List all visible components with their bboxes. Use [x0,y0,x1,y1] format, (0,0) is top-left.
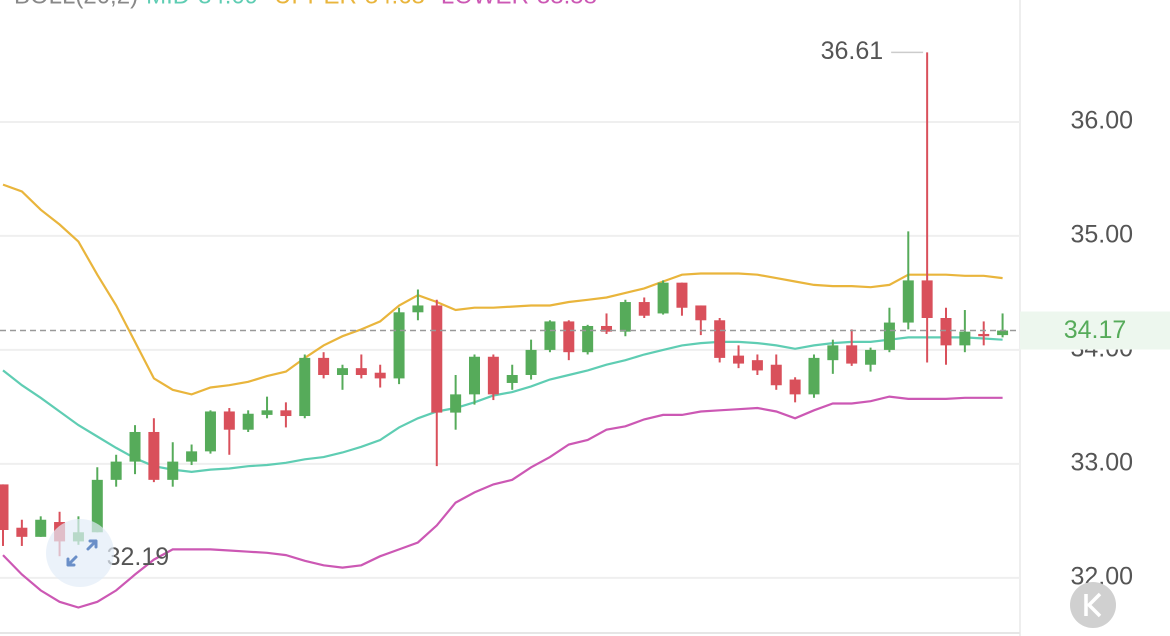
candle-body [846,345,858,364]
legend-text: UPPER [274,0,357,9]
k-icon[interactable] [1084,592,1102,618]
candle-body [167,461,179,480]
candle-body [91,479,103,533]
y-tick-label: 35.00 [1070,221,1133,249]
candle-body [204,411,216,452]
candle-body [921,280,933,318]
candles [0,52,1009,557]
legend-text: 33.58 [537,0,597,9]
candle-body [35,519,47,537]
y-tick-label: 33.00 [1070,449,1133,477]
candle-body [978,333,990,337]
candle-body [374,372,386,379]
candle-body [789,379,801,395]
candle-body [487,356,499,395]
candle-body [733,355,745,364]
candle-body [619,302,631,332]
candle-body [16,527,28,537]
legend-text: BOLL(20,2) [14,0,138,9]
candle-body [902,280,914,323]
min-label: 32.19 [107,543,170,571]
candle-body [865,349,877,365]
candle-body [223,411,235,430]
expand-icon[interactable] [66,539,98,567]
band-line [2,395,1003,609]
candle-body [412,305,424,313]
candle-body [582,325,594,353]
legend-text: MID [146,0,190,9]
candle-body [129,431,141,462]
y-tick-label: 36.00 [1070,107,1133,135]
legend-text: 34.09 [198,0,258,9]
candle-body [318,357,330,375]
candle-body [525,349,537,375]
candle-body [883,322,895,350]
candle-body [676,282,688,308]
candle-body [714,320,726,358]
candle-body [299,357,311,417]
max-label: 36.61 [821,37,884,65]
candle-body [393,312,405,379]
candle-body [280,410,292,417]
candle-body [506,374,518,383]
candle-body [997,330,1009,336]
last-price-label: 34.17 [1064,316,1127,344]
candle-body [563,321,575,353]
overlay: BOLL(20,2) MID 34.09 UPPER 34.63 LOWER 33.58 32… [0,0,1170,590]
candle-body [242,413,254,430]
legend-text: 34.63 [365,0,425,9]
candle-body [657,282,669,314]
candle-body [355,368,367,375]
last-price-tag [1020,311,1170,350]
candle-body [751,360,763,371]
band-line [2,183,1003,396]
candle-body [148,431,160,480]
candle-body [601,325,613,332]
candle-body [469,356,480,395]
legend-text: LOWER [441,0,529,9]
candle-body [261,410,273,415]
candle-body [450,394,462,413]
k-button[interactable] [1070,582,1116,628]
candle-body [186,451,198,462]
candle-body [770,364,782,386]
expand-button-bg[interactable] [46,519,114,587]
candle-body [0,484,9,530]
candle-body [110,461,122,480]
candle-body [431,305,443,413]
candle-body [638,302,650,316]
candle-body [808,357,820,395]
candle-body [336,368,348,375]
candle-body [827,345,839,361]
candle-body [695,305,707,321]
candle-body [940,318,952,346]
candle-body [959,331,971,346]
candle-body [544,321,556,350]
